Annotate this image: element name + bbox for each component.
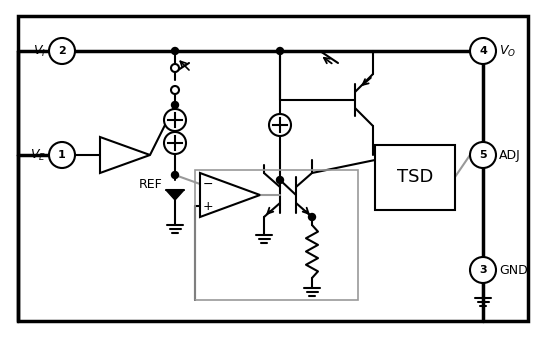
- Text: $V_I$: $V_I$: [33, 43, 46, 58]
- Text: $V_E$: $V_E$: [30, 147, 46, 163]
- Circle shape: [164, 109, 186, 131]
- Circle shape: [470, 38, 496, 64]
- Circle shape: [276, 47, 283, 54]
- Circle shape: [269, 114, 291, 136]
- Text: 5: 5: [479, 150, 487, 160]
- Circle shape: [470, 257, 496, 283]
- Circle shape: [172, 101, 179, 109]
- Circle shape: [172, 172, 179, 178]
- Circle shape: [171, 64, 179, 72]
- Text: TSD: TSD: [397, 168, 433, 186]
- Polygon shape: [100, 137, 150, 173]
- Text: REF: REF: [140, 178, 163, 191]
- Bar: [375, 145, 455, 210]
- Polygon shape: [200, 173, 260, 217]
- Circle shape: [276, 177, 283, 183]
- Circle shape: [172, 47, 179, 54]
- Text: GND: GND: [499, 263, 528, 277]
- Circle shape: [308, 214, 316, 220]
- Text: 3: 3: [479, 265, 487, 275]
- Text: +: +: [203, 199, 213, 213]
- Text: 4: 4: [479, 46, 487, 56]
- Circle shape: [171, 86, 179, 94]
- Circle shape: [49, 142, 75, 168]
- Text: $V_O$: $V_O$: [499, 43, 516, 58]
- Circle shape: [470, 142, 496, 168]
- Text: −: −: [203, 178, 213, 190]
- Text: ADJ: ADJ: [499, 148, 521, 162]
- Bar: [195, 170, 358, 300]
- Text: 1: 1: [58, 150, 66, 160]
- Bar: [18, 16, 528, 321]
- Circle shape: [49, 38, 75, 64]
- Circle shape: [164, 132, 186, 154]
- Polygon shape: [166, 190, 184, 200]
- Text: 2: 2: [58, 46, 66, 56]
